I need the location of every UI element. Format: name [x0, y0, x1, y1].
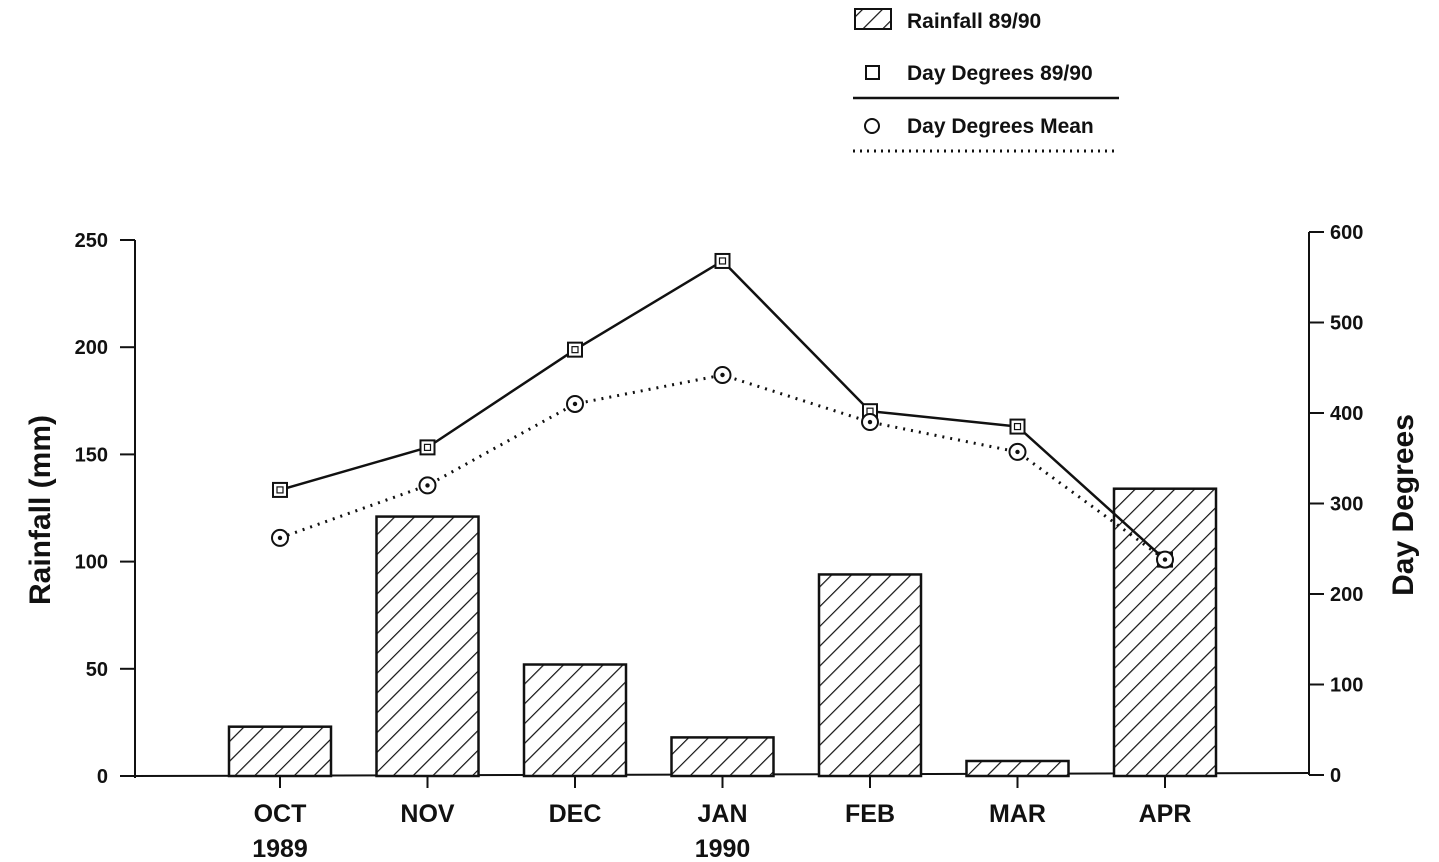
category-label-apr: APR [1139, 800, 1192, 828]
day-degrees-mean-point-center [425, 483, 430, 488]
day-degrees-mean-point-center [572, 401, 578, 407]
day-degrees-89-90-point [272, 481, 288, 498]
right-tick-label: 400 [1330, 403, 1363, 425]
lines [271, 252, 1174, 569]
day-degrees-89-90-point [714, 252, 731, 269]
legend-rainfall-label: Rainfall 89/90 [907, 10, 1041, 33]
axes: 0 50 100 150 200 250 0 100 200 300 400 500 600 Rain… [24, 222, 1420, 788]
category-year-label: 1989 [252, 835, 308, 862]
day-degrees-89-90-point-inner [571, 346, 579, 354]
rainfall-bar-dec [522, 663, 628, 778]
day-degrees-mean-point-center [1162, 557, 1168, 562]
category-labels: OCT 1989 NOV DEC JAN 1990 FEB MAR APR [252, 800, 1191, 862]
category-label-mar: MAR [989, 800, 1046, 828]
category-label-dec: DEC [549, 800, 602, 828]
day-degrees-89-90-point [1009, 418, 1026, 435]
left-tick-label: 150 [75, 444, 108, 466]
left-ticks: 0 50 100 150 200 250 [75, 230, 135, 788]
category-label-feb: FEB [845, 800, 895, 828]
day-degrees-89-90-point [567, 341, 583, 358]
day-degrees-89-90-point-inner [1013, 422, 1022, 431]
legend-day-degrees-label: Day Degrees 89/90 [907, 62, 1093, 85]
right-tick-label: 100 [1330, 675, 1363, 697]
right-axis-title: Day Degrees [1387, 414, 1420, 596]
category-label-oct: OCT [254, 800, 307, 828]
day-degrees-89-90-line [279, 259, 1166, 561]
left-tick-label: 250 [75, 230, 108, 252]
day-degrees-mean-point-center [277, 535, 283, 541]
day-degrees-89-90-point-inner [276, 486, 284, 494]
day-degrees-89-90-point [419, 439, 436, 456]
day-degrees-mean-point-center [867, 419, 873, 425]
rainfall-bar-jan [670, 736, 775, 778]
day-degrees-89-90-point-inner [718, 257, 727, 265]
rainfall-bar-mar [965, 759, 1070, 778]
rainfall-bar-nov [375, 515, 480, 778]
left-tick-label: 50 [86, 659, 108, 681]
rainfall-bar-feb [817, 573, 923, 778]
right-tick-label: 600 [1330, 222, 1363, 244]
category-label-nov: NOV [400, 800, 455, 828]
legend: Rainfall 89/90 Day Degrees 89/90 Day Deg… [853, 8, 1119, 153]
rainfall-bar-oct [227, 725, 333, 778]
right-tick-label: 0 [1330, 765, 1341, 787]
category-year-label: 1990 [695, 835, 751, 862]
day-degrees-mean-point-center [1015, 449, 1020, 455]
legend-circle-marker-icon [864, 118, 880, 134]
day-degrees-89-90-point-inner [423, 443, 432, 451]
category-label-jan: JAN [697, 800, 747, 828]
rainfall-bar-apr [1112, 487, 1218, 778]
right-ticks: 0 100 200 300 400 500 600 [1309, 222, 1363, 787]
right-tick-label: 300 [1330, 494, 1363, 516]
legend-day-degrees-mean-label: Day Degrees Mean [907, 115, 1094, 138]
left-tick-label: 100 [75, 552, 108, 574]
right-tick-label: 200 [1330, 584, 1363, 606]
day-degrees-mean-point-center [720, 372, 725, 378]
left-axis-title: Rainfall (mm) [24, 415, 57, 605]
legend-square-marker-icon [865, 65, 880, 80]
left-tick-label: 200 [75, 337, 108, 359]
right-tick-label: 500 [1330, 313, 1363, 335]
legend-rainfall-swatch [854, 8, 892, 30]
left-tick-label: 0 [97, 766, 108, 788]
bars [227, 487, 1218, 778]
